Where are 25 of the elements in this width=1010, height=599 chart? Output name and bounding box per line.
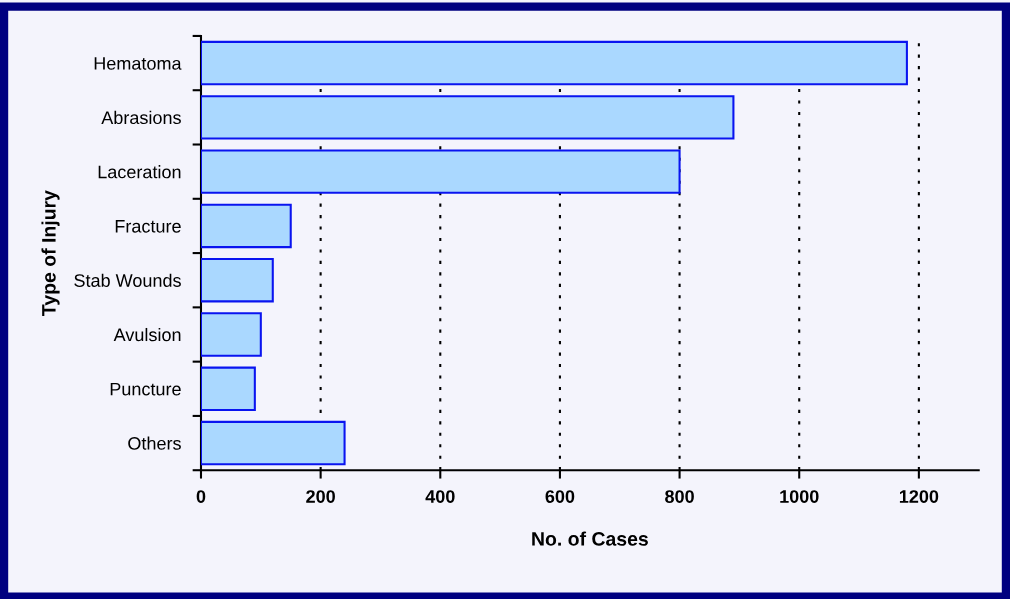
y-tick-label: Abrasions [101, 110, 181, 125]
y-tick-label: Others [128, 436, 181, 450]
x-tick-label: 800 [665, 490, 694, 503]
bar [200, 420, 346, 466]
y-tick-label: Stab Wounds [74, 273, 181, 287]
x-tick-label: 0 [196, 490, 206, 503]
x-tick-label: 200 [306, 490, 335, 503]
x-tick-label: 600 [545, 490, 575, 503]
bar [200, 149, 681, 194]
bar [200, 312, 262, 357]
bar [200, 40, 908, 86]
x-tick-label: 400 [425, 490, 455, 503]
y-tick-label: Hematoma [94, 57, 182, 70]
y-axis-title: Type of Injury [41, 190, 60, 316]
y-tick-label: Laceration [98, 165, 181, 179]
bar [200, 258, 274, 303]
bar [200, 203, 292, 249]
x-axis-title: No. of Cases [532, 531, 648, 546]
bar [200, 95, 735, 140]
bar [200, 366, 256, 411]
y-tick-label: Puncture [110, 382, 181, 396]
y-tick-label: Avulsion [113, 327, 181, 342]
y-tick-label: Fracture [115, 220, 181, 233]
x-tick-label: 1000 [780, 490, 819, 503]
x-tick-label: 1200 [899, 490, 939, 503]
